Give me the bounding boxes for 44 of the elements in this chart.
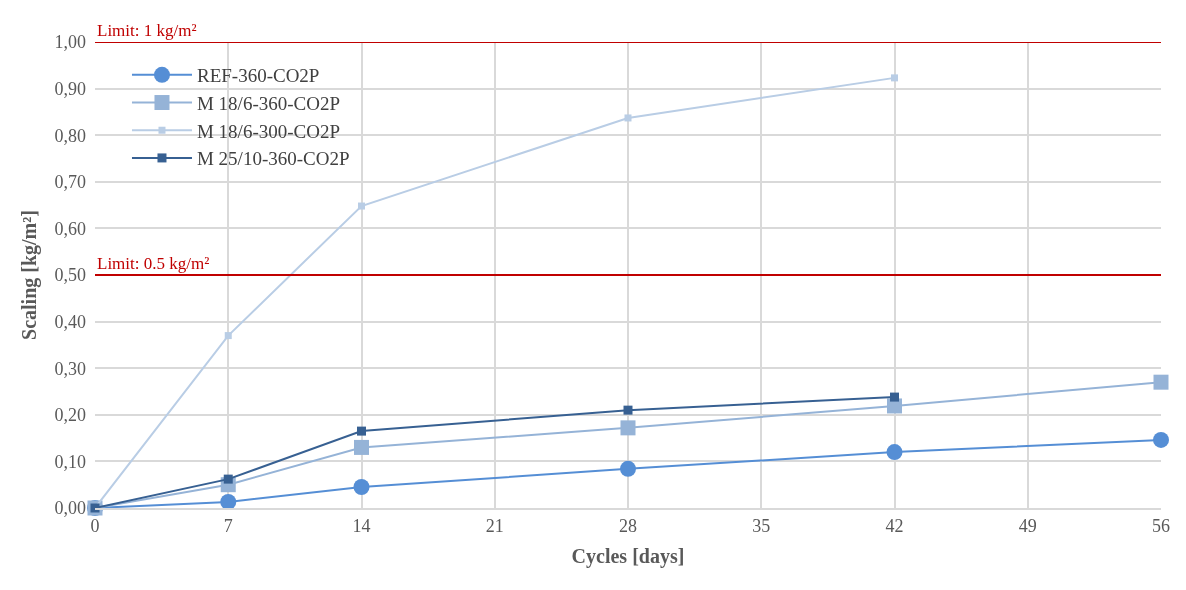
point: [353, 479, 370, 496]
point: [223, 474, 233, 484]
x-tick-label: 21: [485, 515, 504, 536]
y-tick-label: 0,90: [54, 78, 86, 99]
x-tick-label: 0: [90, 515, 100, 536]
x-axis-title: Cycles [days]: [571, 544, 685, 568]
point: [624, 114, 632, 122]
y-tick-label: 1,00: [54, 32, 86, 53]
point: [1153, 431, 1169, 448]
y-tick-label: 0,80: [54, 125, 86, 146]
legend-label: M 25/10-360-CO2P: [196, 148, 350, 170]
y-axis-title: Scaling [kg/m²]: [18, 210, 41, 340]
y-tick-label: 0,70: [54, 172, 86, 193]
y-tick-label: 0,20: [54, 405, 86, 426]
point: [357, 426, 366, 436]
point: [620, 420, 636, 436]
legend-label: REF-360-CO2P: [196, 65, 320, 87]
y-tick-label: 0,30: [54, 358, 86, 379]
x-tick-label: 49: [1018, 515, 1037, 536]
x-tick-label: 14: [352, 515, 371, 536]
y-tick-label: 0,60: [54, 218, 86, 239]
y-tick-label: 0,10: [54, 451, 86, 472]
point: [620, 460, 636, 477]
point: [890, 392, 899, 402]
ref-line-label: Limit: 1 kg/m²: [97, 21, 197, 40]
x-tick-label: 42: [885, 515, 904, 536]
point: [224, 332, 232, 340]
point: [891, 74, 898, 82]
point: [220, 493, 237, 510]
x-tick-label: 28: [619, 515, 637, 536]
x-tick-label: 7: [223, 515, 233, 536]
y-tick-label: 0,50: [54, 265, 86, 286]
legend-label: M 18/6-300-CO2P: [196, 120, 341, 142]
x-tick-label: 35: [752, 515, 771, 536]
x-tick-label: 56: [1152, 515, 1170, 536]
point: [1153, 374, 1169, 390]
ref-line-label: Limit: 0.5 kg/m²: [97, 254, 210, 273]
point: [623, 405, 633, 415]
y-tick-label: 0,00: [54, 498, 86, 519]
legend-label: M 18/6-360-CO2P: [196, 92, 341, 114]
point: [358, 202, 365, 210]
point: [354, 439, 369, 455]
point: [886, 444, 903, 461]
y-tick-label: 0,40: [54, 311, 86, 332]
